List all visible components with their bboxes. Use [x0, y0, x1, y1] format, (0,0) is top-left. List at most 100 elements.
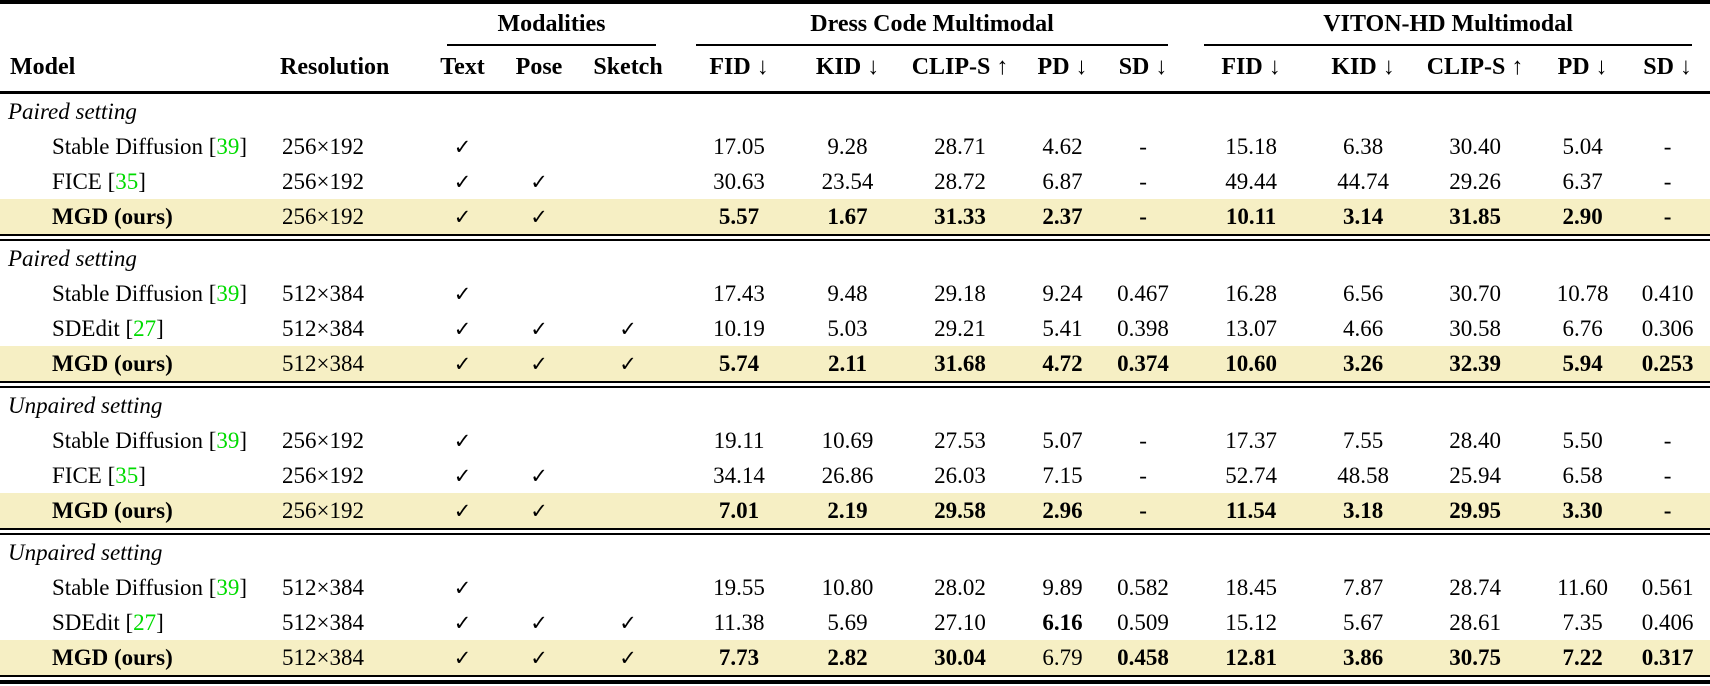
metric-value-cell: 27.53 — [934, 427, 986, 453]
empty-modality-cell — [578, 199, 679, 234]
citation-link[interactable]: 27 — [133, 315, 157, 341]
metric-value-cell: 4.66 — [1342, 315, 1384, 341]
table-row: MGD (ours) 256×192 ✓ ✓ 5.57 1.67 31.33 2.37-10.… — [0, 199, 1710, 234]
metric-value-cell: 30.58 — [1449, 315, 1501, 341]
metric-value-cell: 6.76 — [1562, 315, 1603, 341]
column-header-resolution: Resolution — [280, 54, 390, 80]
model-name: Stable Diffusion — [52, 133, 203, 159]
metric-value-cell: 16.28 — [1225, 280, 1277, 306]
metric-value-cell: 19.55 — [713, 574, 765, 600]
metric-value-cell: 6.87 — [1042, 168, 1083, 194]
metric-value-cell: 0.406 — [1641, 609, 1694, 635]
metric-value-cell: 6.58 — [1562, 462, 1603, 488]
column-header-model: Model — [10, 54, 76, 80]
resolution-cell: 256×192 — [282, 133, 364, 159]
metric-value-cell: 32.39 — [1410, 346, 1541, 381]
metric-value-cell: 10.60 — [1186, 346, 1317, 381]
model-cell: SDEdit [27] — [52, 609, 164, 635]
empty-modality-cell — [578, 458, 678, 493]
resolution-cell: 256×192 — [282, 427, 364, 453]
table-row: FICE [35] 256×192 ✓ ✓ 34.14 26.86 26.03 7.15 - 52… — [0, 458, 1710, 493]
citation-link[interactable]: 35 — [115, 168, 139, 194]
table-row: Stable Diffusion [39] 256×192 ✓ 19.11 10.69 2… — [0, 423, 1710, 458]
metric-value-cell: - — [1139, 168, 1147, 194]
metric-value-cell: 4.72 — [1025, 346, 1101, 381]
model-cell: MGD (ours) — [0, 493, 270, 528]
section-label: Paired setting — [8, 245, 137, 271]
metric-value-cell: 19.11 — [713, 427, 765, 453]
metric-value-cell: 18.45 — [1225, 574, 1277, 600]
column-header-kid: KID ↓ — [1331, 54, 1395, 80]
group-header-row: Model Resolution Modalities Dress Code M… — [0, 4, 1710, 80]
metric-value-cell: - — [1139, 133, 1147, 159]
metric-value-cell: 0.253 — [1625, 346, 1710, 381]
model-cell: FICE [35] — [52, 462, 146, 488]
citation-link[interactable]: 39 — [216, 427, 240, 453]
section-label: Unpaired setting — [8, 539, 163, 565]
resolution-cell: 512×384 — [282, 315, 364, 341]
metric-value-cell: 28.74 — [1449, 574, 1501, 600]
model-cell: Stable Diffusion [39] — [52, 133, 248, 159]
metric-value-cell: 7.35 — [1562, 609, 1603, 635]
table-row: FICE [35] 256×192 ✓ ✓ 30.63 23.54 28.72 6.87 - 49… — [0, 164, 1710, 199]
metric-value-cell: - — [1100, 199, 1187, 234]
metric-value-cell: 5.57 — [678, 199, 801, 234]
checkmark-icon: ✓ — [453, 134, 472, 159]
metric-value-cell: 3.86 — [1316, 640, 1411, 675]
citation-link[interactable]: 27 — [133, 609, 157, 635]
column-header-text: Text — [440, 54, 485, 80]
metric-value-cell: 17.43 — [713, 280, 765, 306]
metric-value-cell: 29.21 — [934, 315, 986, 341]
model-cell: MGD (ours) — [0, 199, 270, 234]
metric-value-cell: 3.18 — [1316, 493, 1411, 528]
citation-link[interactable]: 35 — [115, 462, 139, 488]
metric-value-cell: 0.582 — [1117, 574, 1169, 600]
column-header-kid: KID ↓ — [815, 54, 880, 80]
checkmark-icon: ✓ — [530, 463, 548, 488]
table-row: SDEdit [27] 512×384 ✓ ✓ ✓ 10.19 5.03 29.21 5.41 0… — [0, 311, 1710, 346]
metric-value-cell: 17.05 — [713, 133, 765, 159]
metric-value-cell: 31.68 — [895, 346, 1026, 381]
empty-modality-cell — [500, 570, 578, 605]
checkmark-icon: ✓ — [425, 493, 500, 528]
checkmark-icon: ✓ — [453, 169, 472, 194]
checkmark-icon: ✓ — [453, 463, 472, 488]
checkmark-icon: ✓ — [530, 316, 548, 341]
metric-value-cell: 1.67 — [800, 199, 896, 234]
metric-value-cell: 9.24 — [1042, 280, 1083, 306]
section-label: Unpaired setting — [8, 392, 163, 418]
metric-value-cell: 0.509 — [1117, 609, 1169, 635]
metric-value-cell: 15.12 — [1225, 609, 1277, 635]
citation-link[interactable]: 39 — [216, 133, 240, 159]
table-row: Stable Diffusion [39] 256×192 ✓ 17.05 9.28 28… — [0, 129, 1710, 164]
metric-value-cell: 9.89 — [1042, 574, 1083, 600]
metric-value-cell: - — [1139, 462, 1147, 488]
metric-value-cell: 5.41 — [1042, 315, 1083, 341]
metric-value-cell: 0.458 — [1100, 640, 1187, 675]
resolution-cell: 512×384 — [270, 346, 425, 381]
metric-value-cell: 2.96 — [1025, 493, 1101, 528]
metric-value-cell: - — [1100, 493, 1187, 528]
table-row: Stable Diffusion [39] 512×384 ✓ 17.43 9.48 29… — [0, 276, 1710, 311]
group-header-modalities: Modalities — [425, 4, 678, 46]
metric-value-cell: 25.94 — [1449, 462, 1501, 488]
column-header-fid: FID ↓ — [1221, 54, 1281, 80]
checkmark-icon: ✓ — [453, 281, 472, 306]
table-top-rule — [0, 0, 1710, 4]
metric-value-cell: 4.62 — [1042, 133, 1083, 159]
metric-value-cell: 0.410 — [1641, 280, 1694, 306]
metric-value-cell: 30.75 — [1410, 640, 1541, 675]
resolution-cell: 512×384 — [282, 574, 364, 600]
model-name: Stable Diffusion — [52, 427, 203, 453]
metric-value-cell: 2.19 — [800, 493, 896, 528]
metric-value-cell: 29.95 — [1410, 493, 1541, 528]
citation-link[interactable]: 39 — [216, 280, 240, 306]
empty-modality-cell — [578, 164, 678, 199]
metric-value-cell: 48.58 — [1337, 462, 1389, 488]
resolution-cell: 256×192 — [270, 493, 425, 528]
column-header-pose: Pose — [515, 54, 563, 80]
section-label: Paired setting — [8, 98, 137, 124]
citation-link[interactable]: 39 — [216, 574, 240, 600]
metric-value-cell: 0.398 — [1117, 315, 1169, 341]
checkmark-icon: ✓ — [500, 346, 578, 381]
